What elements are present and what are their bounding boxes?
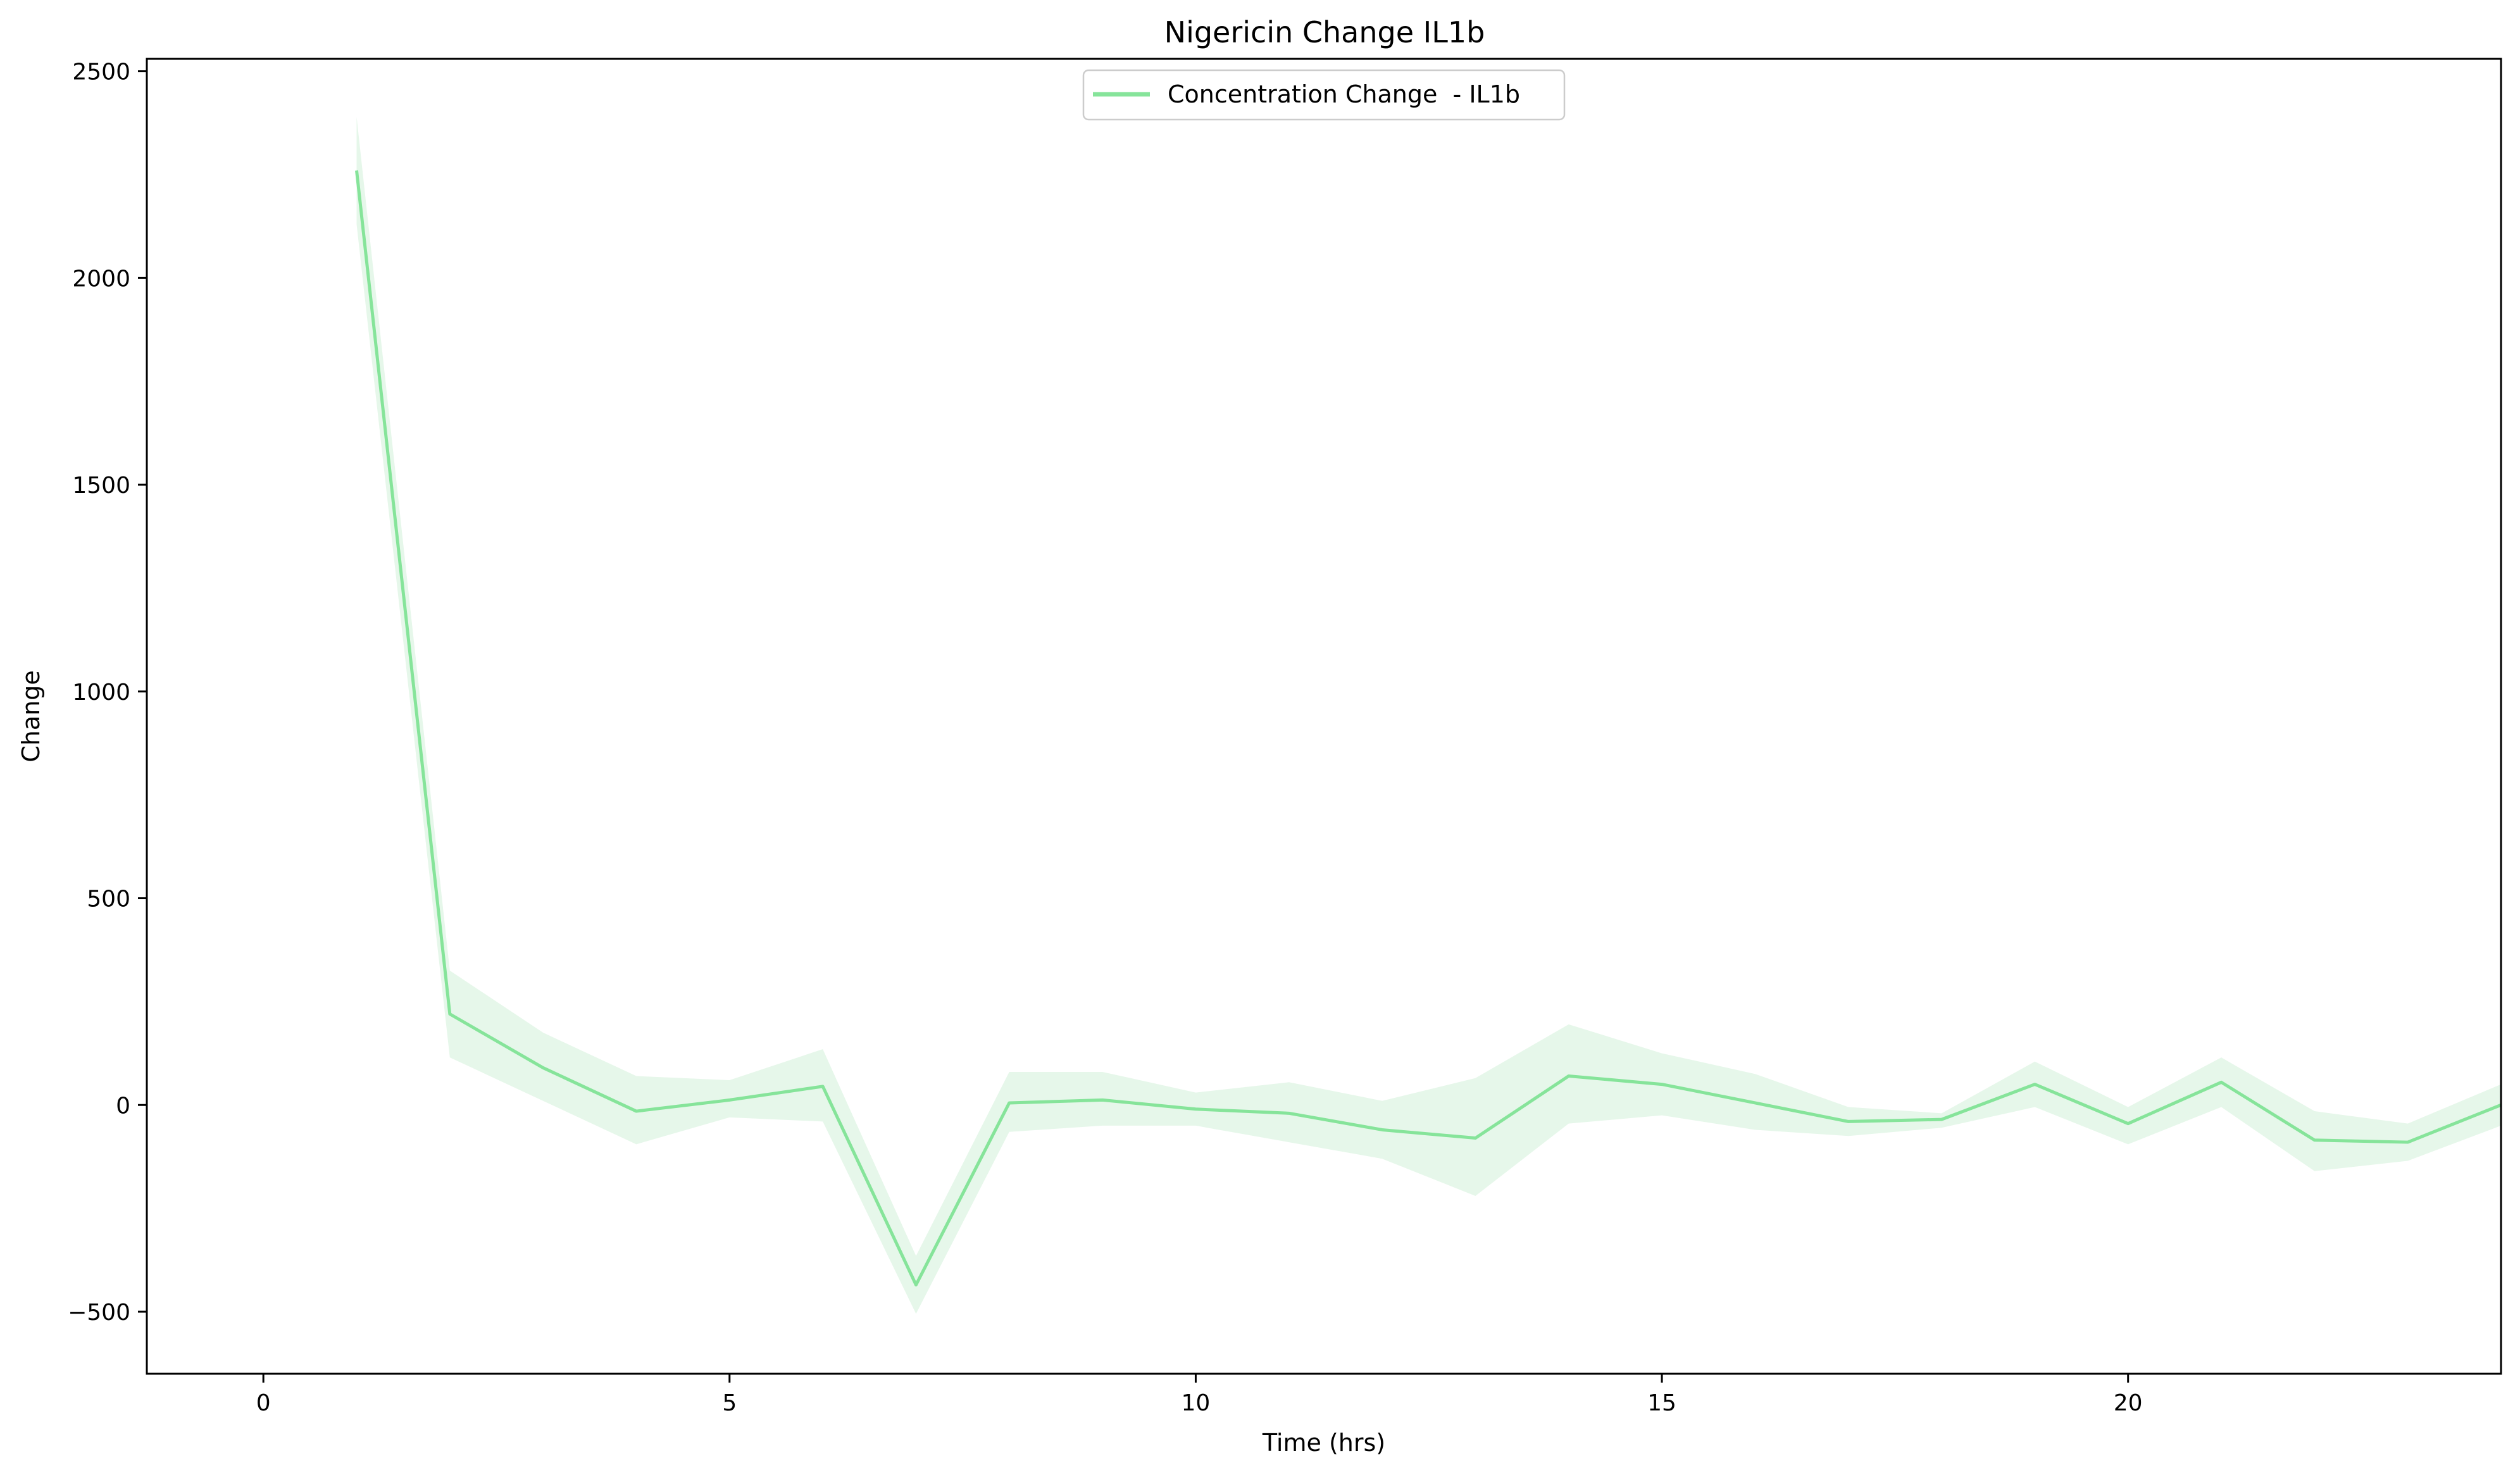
x-tick-label: 15 (1647, 1390, 1676, 1416)
series-line-layer (355, 170, 2502, 1287)
legend-box (1082, 69, 1566, 121)
x-axis-title: Time (hrs) (1262, 1429, 1385, 1457)
y-tick-label: 1500 (72, 473, 130, 499)
chart-title: Nigericin Change IL1b (1164, 15, 1485, 49)
legend: Concentration Change - IL1b (1082, 69, 1566, 121)
y-axis-ticks: −500 0 500 1000 1500 2000 2500 (68, 59, 147, 1326)
y-tick-label: 1000 (72, 680, 130, 706)
y-tick-label: 500 (87, 887, 130, 912)
y-tick-label: −500 (68, 1300, 130, 1326)
x-axis-ticks: 0 5 10 15 20 (256, 1374, 2143, 1416)
plot-area-frame (146, 58, 2502, 1375)
legend-entry-label: Concentration Change - IL1b (1168, 80, 1520, 108)
y-axis-title: Change (17, 670, 45, 762)
y-tick-label: 2000 (72, 266, 130, 292)
x-tick-label: 20 (2114, 1390, 2143, 1416)
x-tick-label: 10 (1182, 1390, 1211, 1416)
x-tick-label: 5 (722, 1390, 737, 1416)
series-0-line (355, 170, 2502, 1287)
y-tick-label: 2500 (72, 59, 130, 85)
x-tick-label: 0 (256, 1390, 271, 1416)
y-tick-label: 0 (116, 1093, 130, 1119)
